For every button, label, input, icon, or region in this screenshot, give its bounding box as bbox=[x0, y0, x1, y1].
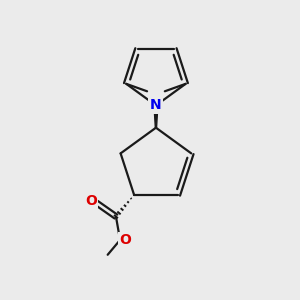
Text: O: O bbox=[85, 194, 97, 208]
Polygon shape bbox=[154, 105, 158, 128]
Text: N: N bbox=[150, 98, 162, 112]
Text: O: O bbox=[119, 233, 131, 247]
